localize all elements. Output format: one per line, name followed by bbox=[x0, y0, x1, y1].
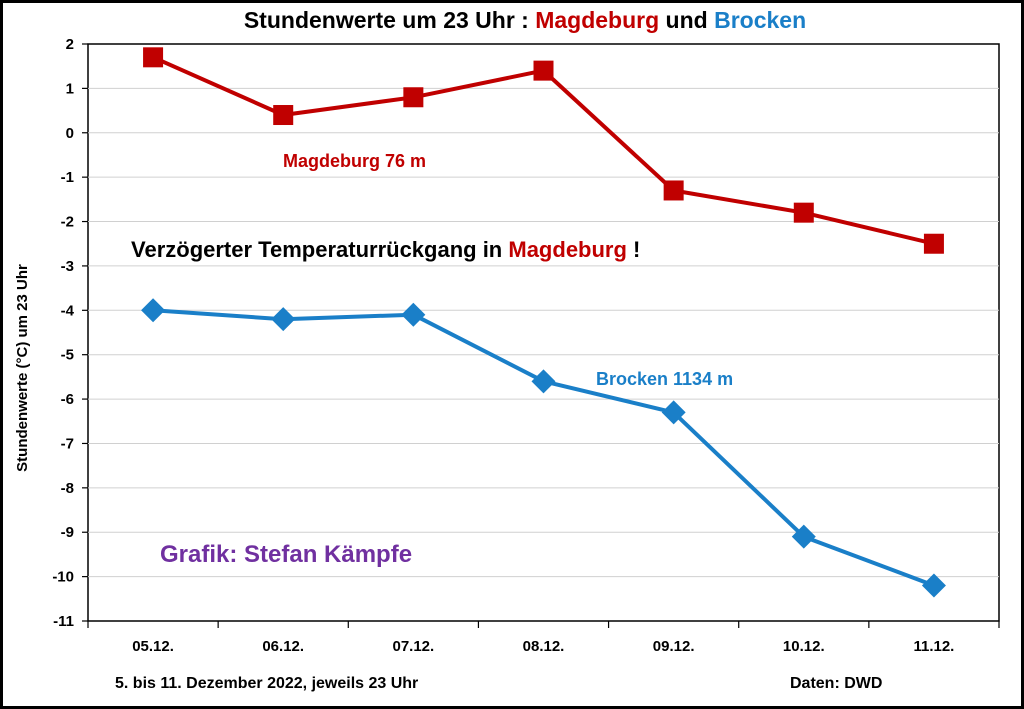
data-point-square bbox=[143, 47, 164, 68]
credit-annotation: Grafik: Stefan Kämpfe bbox=[160, 541, 412, 568]
x-tick-label: 06.12. bbox=[262, 638, 304, 655]
series-label-magdeburg: Magdeburg 76 m bbox=[283, 151, 426, 171]
x-tick-label: 08.12. bbox=[523, 638, 565, 655]
data-point-square bbox=[793, 202, 814, 223]
y-tick-label: -9 bbox=[61, 524, 74, 541]
x-tick-label: 07.12. bbox=[392, 638, 434, 655]
y-tick-label: -7 bbox=[61, 435, 74, 452]
text-part: und bbox=[659, 7, 714, 33]
text-part: ! bbox=[627, 237, 640, 262]
text-part: Brocken bbox=[714, 7, 806, 33]
text-part: Stundenwerte um 23 Uhr : bbox=[244, 7, 535, 33]
data-point-diamond bbox=[921, 573, 946, 598]
data-point-diamond bbox=[271, 307, 296, 332]
data-point-square bbox=[923, 233, 944, 254]
data-point-square bbox=[663, 180, 684, 201]
data-point-diamond bbox=[141, 298, 166, 323]
series-group bbox=[141, 47, 946, 598]
text-part: Magdeburg bbox=[535, 7, 659, 33]
series-label-brocken: Brocken 1134 m bbox=[596, 369, 733, 389]
chart-title: Stundenwerte um 23 Uhr : Magdeburg und B… bbox=[244, 7, 806, 33]
x-tick-label: 05.12. bbox=[132, 638, 174, 655]
data-point-square bbox=[403, 87, 424, 108]
data-point-diamond bbox=[531, 369, 556, 394]
y-tick-label: -4 bbox=[61, 302, 75, 319]
y-tick-label: -8 bbox=[61, 480, 74, 497]
gridlines bbox=[88, 87, 999, 578]
y-tick-label: -5 bbox=[61, 347, 74, 364]
x-tick-label: 10.12. bbox=[783, 638, 825, 655]
text-part: Magdeburg bbox=[508, 237, 627, 262]
y-axis-label: Stundenwerte (°C) um 23 Uhr bbox=[14, 264, 31, 472]
x-axis-ticks: 05.12. 06.12. 07.12. 08.12. 09.12. 10.12. 11.1… bbox=[87, 621, 1000, 655]
y-tick-label: -3 bbox=[61, 258, 74, 275]
data-point-square bbox=[533, 60, 554, 81]
plot-area bbox=[87, 43, 1000, 622]
y-tick-label: -2 bbox=[61, 214, 74, 231]
y-tick-label: 0 bbox=[66, 125, 74, 142]
data-point-diamond bbox=[401, 302, 426, 327]
data-source-label: Daten: DWD bbox=[790, 675, 882, 692]
y-tick-label: -1 bbox=[61, 169, 74, 186]
y-tick-label: -10 bbox=[52, 569, 74, 586]
data-point-diamond bbox=[661, 400, 686, 425]
headline-annotation: Verzögerter Temperaturrückgang in Magdeb… bbox=[131, 237, 640, 262]
x-tick-label: 11.12. bbox=[913, 638, 954, 655]
data-point-diamond bbox=[791, 524, 816, 549]
text-part: Verzögerter Temperaturrückgang in bbox=[131, 237, 508, 262]
x-axis-label: 5. bis 11. Dezember 2022, jeweils 23 Uhr bbox=[115, 675, 418, 692]
x-tick-label: 09.12. bbox=[653, 638, 695, 655]
data-point-square bbox=[273, 105, 294, 126]
y-tick-label: -11 bbox=[53, 613, 74, 630]
y-tick-label: 2 bbox=[66, 36, 74, 53]
y-tick-label: 1 bbox=[66, 80, 74, 97]
y-axis-ticks: 2 1 0 -1 -2 -3 -4 -5 -6 -7 -8 -9 -10 -11 bbox=[52, 36, 88, 630]
y-tick-label: -6 bbox=[61, 391, 74, 408]
